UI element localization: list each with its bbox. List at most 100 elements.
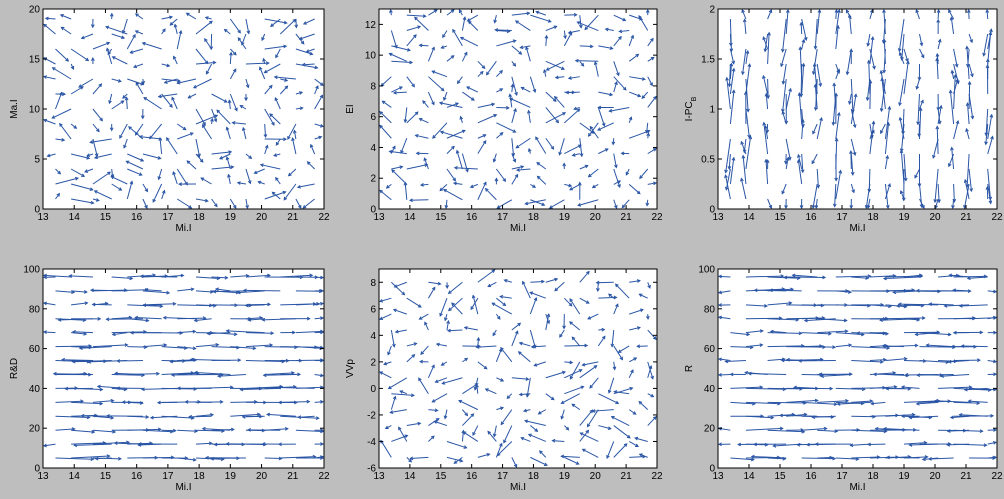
quiver-arrowhead xyxy=(107,51,112,55)
quiver-arrowhead xyxy=(499,69,503,74)
quiver-arrowhead xyxy=(956,80,960,85)
quiver-arrow xyxy=(387,345,392,355)
quiver-arrow xyxy=(390,409,407,414)
quiver-arrowhead xyxy=(768,204,773,209)
quiver-arrow xyxy=(965,128,970,140)
quiver-arrow xyxy=(462,383,478,395)
quiver-arrowhead xyxy=(392,343,396,348)
quiver-arrowhead xyxy=(882,357,887,362)
quiver-arrow xyxy=(135,30,144,35)
quiver-arrow xyxy=(564,108,580,124)
quiver-arrowhead xyxy=(653,336,657,341)
quiver-arrowhead xyxy=(253,170,258,175)
quiver-arrowhead xyxy=(483,181,487,186)
quiver-arrow xyxy=(428,409,438,412)
quiver-arrowhead xyxy=(787,156,792,161)
quiver-arrowhead xyxy=(593,365,598,369)
quiver-arrowhead xyxy=(618,35,622,40)
quiver-arrowhead xyxy=(461,129,466,134)
axes-background xyxy=(379,9,657,209)
quiver-arrowhead xyxy=(484,388,489,392)
quiver-arrowhead xyxy=(128,126,132,130)
quiver-arrowhead xyxy=(212,60,217,65)
quiver-arrow xyxy=(901,386,920,389)
quiver-arrow xyxy=(171,373,212,376)
quiver-arrowhead xyxy=(881,344,886,348)
quiver-arrow xyxy=(418,377,429,394)
quiver-arrow xyxy=(729,63,732,80)
quiver-arrowhead xyxy=(614,204,618,209)
quiver-arrow xyxy=(404,107,408,123)
quiver-arrowhead xyxy=(459,115,464,120)
quiver-arrow xyxy=(545,278,558,283)
quiver-arrowhead xyxy=(762,121,767,126)
quiver-arrow xyxy=(295,330,324,334)
quiver-arrow xyxy=(563,30,566,39)
quiver-arrow xyxy=(497,441,513,456)
quiver-arrow xyxy=(800,63,803,97)
quiver-arrowhead xyxy=(162,315,167,320)
quiver-arrow xyxy=(460,37,479,47)
quiver-arrow xyxy=(782,63,787,84)
quiver-arrowhead xyxy=(785,156,790,161)
quiver-arrow xyxy=(295,91,303,95)
quiver-arrowhead xyxy=(848,100,852,105)
quiver-arrowhead xyxy=(597,127,602,131)
quiver-arrowhead xyxy=(587,316,592,320)
quiver-arrow xyxy=(195,198,208,202)
quiver-arrowhead xyxy=(145,415,150,419)
quiver-arrowhead xyxy=(849,443,854,448)
quiver-arrow xyxy=(564,144,582,155)
quiver-arrow xyxy=(307,161,315,170)
quiver-arrow xyxy=(43,76,56,80)
y-tick-label: 8 xyxy=(370,81,376,92)
quiver-arrow xyxy=(446,9,455,16)
quiver-arrowhead xyxy=(543,462,548,466)
quiver-arrow xyxy=(812,48,818,75)
quiver-arrow xyxy=(728,63,731,87)
quiver-arrowhead xyxy=(607,426,612,431)
quiver-arrow xyxy=(718,358,731,362)
quiver-arrowhead xyxy=(188,414,193,419)
quiver-arrow xyxy=(815,198,818,209)
quiver-arrowhead xyxy=(309,273,314,278)
quiver-arrow xyxy=(730,332,750,336)
y-tick-label: -2 xyxy=(367,410,376,421)
quiver-arrowhead xyxy=(874,426,879,431)
quiver-arrowhead xyxy=(440,362,445,366)
x-tick-label: 19 xyxy=(559,471,571,482)
quiver-arrow xyxy=(937,39,941,50)
quiver-arrow xyxy=(964,179,970,200)
quiver-arrow xyxy=(919,48,925,58)
quiver-arrow xyxy=(506,393,513,399)
quiver-arrow xyxy=(613,14,626,21)
quiver-arrow xyxy=(546,60,565,71)
quiver-arrowhead xyxy=(209,303,213,308)
quiver-arrowhead xyxy=(900,56,904,61)
quiver-arrow xyxy=(798,92,803,125)
quiver-arrowhead xyxy=(578,369,583,373)
quiver-arrow xyxy=(106,48,113,65)
quiver-arrow xyxy=(211,276,228,279)
quiver-arrowhead xyxy=(61,357,66,362)
quiver-arrow xyxy=(303,18,315,25)
quiver-arrowhead xyxy=(558,151,562,156)
quiver-arrow xyxy=(126,34,136,50)
quiver-arrow xyxy=(726,77,731,110)
quiver-arrow xyxy=(428,418,440,426)
quiver-arrow xyxy=(55,400,84,403)
arrow-field xyxy=(42,273,325,462)
quiver-arrowhead xyxy=(142,303,147,308)
quiver-arrow xyxy=(545,313,550,324)
quiver-arrowhead xyxy=(319,301,325,306)
quiver-arrowhead xyxy=(915,288,920,293)
quiver-arrow xyxy=(647,361,654,379)
quiver-arrowhead xyxy=(645,8,650,13)
quiver-arrowhead xyxy=(936,107,941,111)
quiver-arrow xyxy=(295,303,320,306)
quiver-arrow xyxy=(835,9,840,35)
quiver-arrow xyxy=(496,30,510,32)
quiver-arrow xyxy=(898,303,939,306)
quiver-arrow xyxy=(782,18,787,52)
